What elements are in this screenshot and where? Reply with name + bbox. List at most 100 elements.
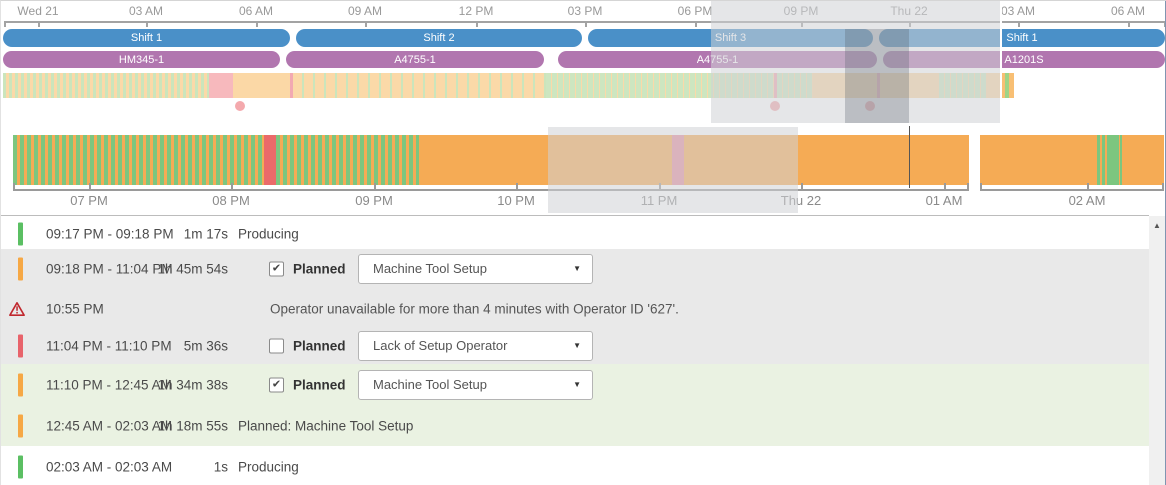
overview-axis-tick xyxy=(1128,22,1130,27)
chevron-down-icon: ▼ xyxy=(573,264,581,273)
shift-bar-label: Shift 2 xyxy=(423,32,455,44)
reason-select[interactable]: Machine Tool Setup ▼ xyxy=(358,254,593,284)
detail-segment xyxy=(980,135,1097,185)
event-row[interactable]: 11:04 PM - 11:10 PM 5m 36s Planned Lack of … xyxy=(1,328,1149,364)
event-duration: 1h 45m 54s xyxy=(157,261,228,277)
event-row[interactable]: 11:10 PM - 12:45 AM 1h 34m 38s ✔ Planned Mac… xyxy=(1,364,1149,405)
detail-axis-tick xyxy=(980,183,982,189)
overview-axis-label: 06 AM xyxy=(238,4,274,18)
detail-axis-label: 08 PM xyxy=(212,193,250,208)
job-bar[interactable]: A4755-1 xyxy=(286,51,544,68)
run-state-segment xyxy=(293,73,546,98)
detail-segment xyxy=(1122,135,1164,185)
chevron-down-icon: ▼ xyxy=(573,341,581,350)
overview-axis-label: 09 AM xyxy=(347,4,383,18)
detail-axis-label: 01 AM xyxy=(925,193,963,208)
run-state-segment xyxy=(1005,73,1009,98)
planned-checkbox[interactable]: ✔ xyxy=(269,377,284,392)
time-cursor xyxy=(909,126,910,188)
reason-select-value: Machine Tool Setup xyxy=(373,261,487,276)
overview-axis-tick xyxy=(695,22,697,27)
detail-axis-tick xyxy=(516,183,518,189)
reason-select[interactable]: Machine Tool Setup ▼ xyxy=(358,369,593,400)
detail-segment xyxy=(1119,135,1120,185)
event-duration: 5m 36s xyxy=(183,338,228,354)
event-time: 11:10 PM - 12:45 AM xyxy=(46,377,172,392)
job-bar[interactable]: HM345-1 xyxy=(3,51,280,68)
event-indicator xyxy=(18,334,23,358)
detail-axis-line xyxy=(13,189,969,191)
overview-axis-label: 12 PM xyxy=(458,4,494,18)
detail-segment xyxy=(1120,135,1122,185)
detail-axis-label: 09 PM xyxy=(355,193,393,208)
detail-axis-tick xyxy=(801,183,803,189)
event-list: 09:17 PM - 09:18 PM 1m 17s Producing 09:18 … xyxy=(1,215,1149,485)
event-row[interactable]: 09:18 PM - 11:04 PM 1h 45m 54s ✔ Planned Mac… xyxy=(1,249,1149,289)
overview-axis-tick xyxy=(365,22,367,27)
vertical-scrollbar[interactable]: ▲ xyxy=(1149,216,1165,485)
reason-select-value: Lack of Setup Operator xyxy=(373,338,508,353)
event-row[interactable]: 09:17 PM - 09:18 PM 1m 17s Producing xyxy=(1,219,1149,249)
detail-bar[interactable] xyxy=(13,135,969,185)
scrollbar-up-icon[interactable]: ▲ xyxy=(1153,221,1161,230)
warning-time: 10:55 PM xyxy=(46,301,104,316)
event-indicator xyxy=(18,373,23,396)
event-row[interactable]: 10:55 PM Operator unavailable for more th… xyxy=(1,289,1149,328)
overview-axis-tick xyxy=(256,22,258,27)
detail-axis-tick xyxy=(231,183,233,189)
overview-axis-tick xyxy=(585,22,587,27)
overview-axis-tick xyxy=(1018,22,1020,27)
warning-dot xyxy=(235,101,245,111)
zoom-region-overlay[interactable] xyxy=(711,1,1002,123)
overview-axis-label: 03 PM xyxy=(567,4,603,18)
detail-segment xyxy=(264,135,276,185)
planned-checkbox[interactable] xyxy=(269,338,284,354)
event-status: Producing xyxy=(238,226,299,242)
detail-segment xyxy=(276,135,419,185)
shift-bar[interactable]: Shift 2 xyxy=(296,29,582,47)
event-row[interactable]: 12:45 AM - 02:03 AM 1h 18m 55s Planned: Ma… xyxy=(1,405,1149,446)
detail-axis-tick xyxy=(967,183,969,189)
overview-axis-tick xyxy=(38,22,40,27)
detail-bar[interactable] xyxy=(980,135,1164,185)
detail-selection-overlay[interactable] xyxy=(548,127,798,213)
planned-label: Planned xyxy=(293,261,346,277)
detail-segment xyxy=(1102,135,1105,185)
job-bar-label: HM345-1 xyxy=(118,53,165,66)
overview-axis-tick xyxy=(476,22,478,27)
reason-select[interactable]: Lack of Setup Operator ▼ xyxy=(358,331,593,361)
job-bar-label: A1201S xyxy=(1004,53,1044,66)
warning-message: Operator unavailable for more than 4 min… xyxy=(270,301,679,316)
overview-axis-label: 03 AM xyxy=(1000,4,1036,18)
selection-overlay[interactable] xyxy=(845,29,909,123)
detail-axis-label: 07 PM xyxy=(70,193,108,208)
event-row[interactable]: 02:03 AM - 02:03 AM 1s Producing xyxy=(1,446,1149,485)
event-duration: 1h 34m 38s xyxy=(157,377,228,392)
detail-segment xyxy=(13,135,264,185)
run-state-segment xyxy=(290,73,293,98)
overview-axis-label: Wed 21 xyxy=(17,4,59,18)
warning-icon xyxy=(9,301,25,316)
event-status: Planned: Machine Tool Setup xyxy=(238,418,414,433)
detail-axis-tick xyxy=(944,183,946,189)
detail-axis-label: 02 AM xyxy=(1068,193,1106,208)
run-state-segment xyxy=(233,73,290,98)
detail-axis-tick xyxy=(374,183,376,189)
detail-segment xyxy=(1100,135,1102,185)
event-duration: 1h 18m 55s xyxy=(157,418,228,433)
job-bar-label: A4755-1 xyxy=(394,53,436,66)
shift-bar[interactable]: Shift 1 xyxy=(3,29,290,47)
event-time: 02:03 AM - 02:03 AM xyxy=(46,459,173,474)
planned-checkbox[interactable]: ✔ xyxy=(269,261,284,277)
planned-label: Planned xyxy=(293,377,346,392)
overview-axis-label: 03 AM xyxy=(128,4,164,18)
event-indicator xyxy=(18,455,23,478)
detail-axis-label: 10 PM xyxy=(497,193,535,208)
event-indicator xyxy=(18,414,23,437)
shift-bar-label: Shift 1 xyxy=(1006,32,1038,44)
chevron-down-icon: ▼ xyxy=(573,379,581,389)
event-duration: 1s xyxy=(213,459,228,474)
